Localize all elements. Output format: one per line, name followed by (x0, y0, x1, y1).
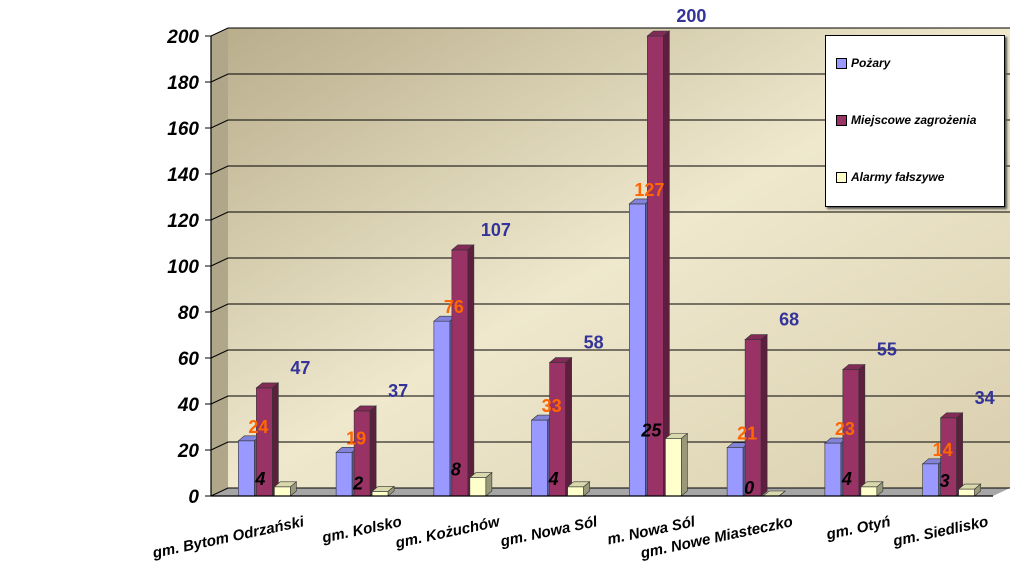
data-label: 19 (346, 428, 366, 448)
gridline (210, 73, 1010, 83)
bar-side (681, 432, 688, 497)
bar-side (663, 30, 670, 497)
bar (238, 440, 255, 497)
plot-floor (211, 488, 1010, 496)
legend: Pożary Miejscowe zagrożenia Alarmy fałsz… (825, 35, 1005, 207)
bar (433, 320, 451, 497)
data-label: 0 (744, 478, 754, 498)
x-tick-label: gm. Kolsko (320, 513, 404, 547)
bar-side (485, 471, 493, 497)
legend-label-pozary: Pożary (851, 56, 891, 70)
data-label: 55 (877, 340, 897, 360)
bar-side (565, 356, 572, 497)
bar-side (369, 405, 377, 497)
y-tick-label: 180 (167, 73, 199, 94)
y-tick-label: 40 (177, 395, 200, 416)
bar (469, 477, 487, 497)
legend-swatch-miejscowe-zagrozenia (836, 114, 847, 126)
data-label: 34 (975, 388, 995, 408)
bar-side (387, 485, 395, 497)
data-label: 4 (841, 469, 852, 489)
bar-side (974, 483, 981, 497)
legend-label-alarmy-falszywe: Alarmy fałszywe (851, 170, 945, 184)
x-tick-label: gm. Kożuchów (393, 513, 502, 552)
y-tick-label: 20 (177, 441, 200, 462)
x-tick-label: gm. Bytom Odrzański (150, 513, 306, 562)
bar-side (858, 363, 866, 497)
y-tick-label: 60 (178, 349, 200, 370)
data-label: 23 (835, 419, 855, 439)
gridline (210, 27, 1010, 37)
data-label: 24 (248, 417, 268, 437)
gridline (210, 257, 1010, 267)
legend-item-miejscowe-zagrozenia: Miejscowe zagrożenia (836, 113, 976, 127)
bar (629, 203, 646, 497)
gridline (210, 211, 1010, 221)
data-label: 21 (737, 424, 757, 444)
y-tick-label: 200 (166, 27, 199, 48)
data-label: 4 (548, 469, 559, 489)
y-tick-label: 0 (188, 487, 199, 508)
gridline (210, 165, 1010, 175)
bar-side (290, 481, 297, 497)
bar (958, 488, 975, 497)
x-tick-label: gm. Siedlisko (891, 513, 990, 550)
bar (744, 339, 762, 497)
data-label: 58 (584, 333, 604, 353)
bar (335, 451, 353, 497)
y-tick-label: 120 (167, 211, 199, 232)
gridline (210, 303, 1010, 313)
bar (922, 463, 939, 497)
legend-item-alarmy-falszywe: Alarmy fałszywe (836, 170, 944, 184)
y-tick-label: 100 (167, 257, 199, 278)
bar (860, 486, 878, 497)
data-label: 37 (388, 381, 408, 401)
gridline (210, 119, 1010, 129)
data-label: 107 (481, 220, 511, 240)
legend-label-miejscowe-zagrozenia: Miejscowe zagrożenia (851, 113, 977, 127)
bar (531, 419, 548, 497)
data-label: 8 (451, 460, 461, 480)
bar-side (467, 244, 475, 497)
x-tick-label: gm. Otyń (824, 513, 892, 543)
bar (665, 438, 682, 497)
y-tick-label: 80 (178, 303, 200, 324)
bar-side (876, 481, 884, 497)
bar (371, 491, 389, 497)
data-label: 127 (634, 180, 664, 200)
data-label: 25 (640, 421, 662, 441)
legend-swatch-pozary (836, 57, 847, 69)
bar-side (272, 382, 279, 497)
data-label: 68 (779, 310, 799, 330)
bar (567, 486, 584, 497)
y-tick-label: 160 (167, 119, 199, 140)
bar (274, 486, 291, 497)
bar-side (760, 333, 768, 497)
data-label: 3 (940, 471, 950, 491)
y-tick-label: 140 (167, 165, 199, 186)
data-label: 2 (352, 473, 363, 493)
bar (824, 442, 842, 497)
bar-side (583, 481, 590, 497)
legend-item-pozary: Pożary (836, 56, 890, 70)
data-label: 47 (290, 358, 310, 378)
bar-side (956, 412, 963, 497)
bar (726, 447, 744, 497)
x-tick-label: gm. Nowa Sól (498, 513, 600, 550)
data-label: 33 (542, 396, 562, 416)
data-label: 200 (676, 6, 706, 26)
bar-side (778, 490, 786, 497)
data-label: 76 (444, 297, 464, 317)
data-label: 14 (933, 440, 953, 460)
data-label: 4 (254, 469, 265, 489)
legend-swatch-alarmy-falszywe (836, 171, 847, 183)
